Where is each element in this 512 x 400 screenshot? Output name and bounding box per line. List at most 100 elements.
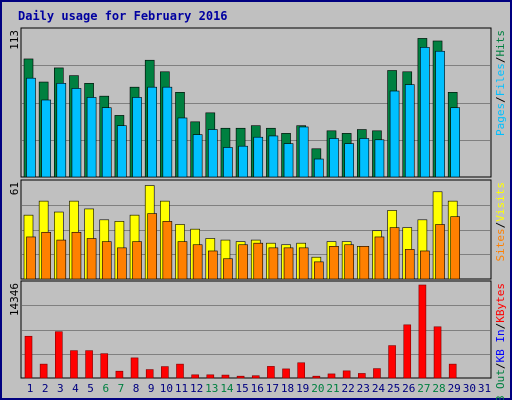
bar-files-day-23	[359, 138, 370, 178]
bar-kbf-day-25	[388, 345, 396, 379]
day-label-5: 5	[87, 382, 94, 395]
bar-kbf-day-13	[206, 374, 215, 379]
bar-sites-day-20	[314, 261, 324, 280]
bar-sites-day-11	[177, 241, 188, 280]
day-label-2: 2	[42, 382, 49, 395]
bar-kbf-day-19	[297, 362, 306, 379]
day-label-10: 10	[160, 382, 173, 395]
bar-sites-day-14	[223, 258, 233, 280]
bar-sites-day-28	[435, 224, 445, 280]
day-label-16: 16	[251, 382, 264, 395]
series-label-visits: Visits	[494, 182, 507, 222]
bar-files-day-18	[283, 143, 294, 178]
bar-files-day-27	[420, 47, 430, 178]
day-label-9: 9	[148, 382, 155, 395]
bar-sites-day-2	[41, 231, 51, 280]
day-label-8: 8	[133, 382, 140, 395]
bar-sites-day-24	[374, 236, 385, 280]
bar-sites-day-22	[344, 244, 354, 280]
day-label-17: 17	[266, 382, 279, 395]
chart-title: Daily usage for February 2016	[18, 9, 228, 23]
day-label-15: 15	[235, 382, 248, 395]
day-label-18: 18	[281, 382, 294, 395]
bar-files-day-14	[223, 147, 233, 178]
bar-sites-day-16	[253, 242, 264, 280]
bar-kbf-day-10	[161, 366, 169, 379]
day-label-31: 31	[478, 382, 491, 395]
bar-kbf-day-3	[54, 331, 63, 379]
bar-kbf-day-28	[433, 326, 442, 379]
bar-files-day-8	[132, 97, 142, 178]
bar-files-day-4	[71, 88, 82, 178]
bar-kbf-day-12	[191, 374, 199, 379]
series-labels-visits: Sites/Visits	[494, 182, 507, 262]
day-label-22: 22	[342, 382, 355, 395]
bar-sites-day-17	[268, 247, 279, 280]
day-label-25: 25	[387, 382, 400, 395]
plot-area-kbytes	[20, 280, 492, 379]
day-label-13: 13	[205, 382, 218, 395]
bar-files-day-21	[329, 138, 339, 178]
bar-sites-day-13	[208, 250, 218, 280]
bar-files-day-19	[298, 126, 309, 178]
day-label-23: 23	[357, 382, 370, 395]
day-label-24: 24	[372, 382, 386, 395]
bar-files-day-28	[435, 50, 445, 178]
bar-kbf-day-9	[145, 369, 154, 379]
bar-kbf-day-27	[418, 284, 427, 379]
day-label-14: 14	[220, 382, 234, 395]
bar-kbf-day-15	[236, 375, 245, 379]
series-label-hits: Hits	[494, 30, 507, 57]
day-label-21: 21	[326, 382, 339, 395]
ymax-label-hits: 113	[8, 30, 21, 50]
day-label-6: 6	[102, 382, 109, 395]
day-label-29: 29	[448, 382, 461, 395]
bar-kbf-day-4	[70, 350, 78, 379]
bar-files-day-22	[344, 143, 354, 178]
bar-files-day-11	[177, 117, 188, 178]
bar-files-day-24	[374, 139, 385, 178]
day-label-3: 3	[57, 382, 64, 395]
series-label-files: Files	[494, 63, 507, 96]
bar-kbf-day-20	[312, 375, 321, 379]
bar-files-day-17	[268, 135, 279, 178]
bar-kbf-day-8	[130, 357, 139, 379]
bar-files-day-9	[147, 86, 157, 178]
bar-sites-day-9	[147, 213, 157, 280]
bar-sites-day-21	[329, 246, 339, 280]
bar-kbf-day-16	[251, 375, 260, 379]
day-label-28: 28	[432, 382, 445, 395]
ymax-label-kbytes: 14346	[8, 283, 21, 316]
day-label-12: 12	[190, 382, 203, 395]
bar-kbf-day-5	[85, 350, 93, 379]
bar-sites-day-10	[162, 221, 173, 280]
series-label-sites: Sites	[494, 228, 507, 261]
bar-sites-day-23	[359, 246, 370, 280]
bar-files-day-6	[101, 107, 112, 178]
series-label-kbout: KB Out	[494, 369, 507, 400]
bar-kbf-day-21	[327, 373, 336, 379]
bar-sites-day-18	[283, 247, 294, 280]
bar-sites-day-29	[450, 216, 461, 280]
bar-files-day-12	[192, 134, 203, 178]
bar-kbf-day-1	[24, 335, 33, 379]
bar-sites-day-4	[71, 231, 82, 280]
series-labels-hits: Pages/Files/Hits	[494, 30, 507, 136]
bar-files-day-1	[26, 77, 36, 178]
series-labels-kbytes: KB Out/KB In/KBytes	[494, 283, 507, 400]
bar-files-day-7	[117, 125, 127, 178]
bar-sites-day-1	[26, 236, 36, 280]
bar-sites-day-26	[404, 249, 415, 280]
bar-sites-day-27	[420, 250, 430, 280]
day-label-26: 26	[402, 382, 415, 395]
day-label-4: 4	[72, 382, 79, 395]
day-label-20: 20	[311, 382, 324, 395]
bar-files-day-5	[86, 97, 97, 178]
day-label-1: 1	[27, 382, 34, 395]
bar-sites-day-5	[86, 238, 97, 280]
bar-files-day-25	[389, 90, 400, 178]
day-label-7: 7	[118, 382, 125, 395]
bar-kbf-day-18	[282, 368, 290, 379]
bar-files-day-10	[162, 86, 173, 178]
bar-kbf-day-6	[100, 353, 109, 379]
